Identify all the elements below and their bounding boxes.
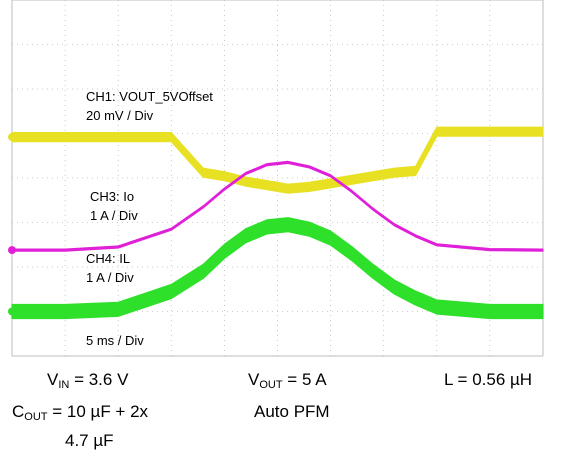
oscilloscope-screen: CH1: VOUT_5VOffset 20 mV / Div CH3: Io 1… [8,0,544,357]
channel-labels: CH1: VOUT_5VOffset 20 mV / Div CH3: Io 1… [86,89,213,348]
channel-marker-ch4 [8,307,16,316]
cout-value: = 10 µF + 2x [47,402,149,421]
ch3-scale-label: 1 A / Div [90,208,138,223]
vout-condition: VOUT = 5 A [248,370,327,391]
scope-traces [11,126,544,320]
vin-symbol: V [47,370,59,389]
timebase-label: 5 ms / Div [86,333,144,348]
inductor-condition: L = 0.56 µH [444,370,533,389]
ch1-name-label: CH1: VOUT_5VOffset [86,89,213,104]
cout-condition: COUT = 10 µF + 2x [12,402,148,423]
vin-subscript: IN [58,379,70,391]
vin-value: = 3.6 V [69,370,129,389]
trace-ch3 [11,160,544,252]
cout-symbol: C [12,402,25,421]
vout-value: = 5 A [282,370,327,389]
vin-condition: VIN = 3.6 V [47,370,128,391]
channel-marker-ch1 [8,133,16,142]
ch4-scale-label: 1 A / Div [86,270,134,285]
channel-markers [8,133,16,316]
vout-symbol: V [248,370,260,389]
channel-marker-ch3 [8,246,16,255]
vout-subscript: OUT [259,379,283,391]
ch3-name-label: CH3: Io [90,189,134,204]
trace-ch1 [11,126,544,194]
trace-ch4 [11,217,544,320]
cout-subscript: OUT [24,411,48,423]
mode-condition: Auto PFM [254,402,330,421]
cout-condition-continued: 4.7 µF [65,431,114,450]
ch1-scale-label: 20 mV / Div [86,108,154,123]
ch4-name-label: CH4: IL [86,251,130,266]
